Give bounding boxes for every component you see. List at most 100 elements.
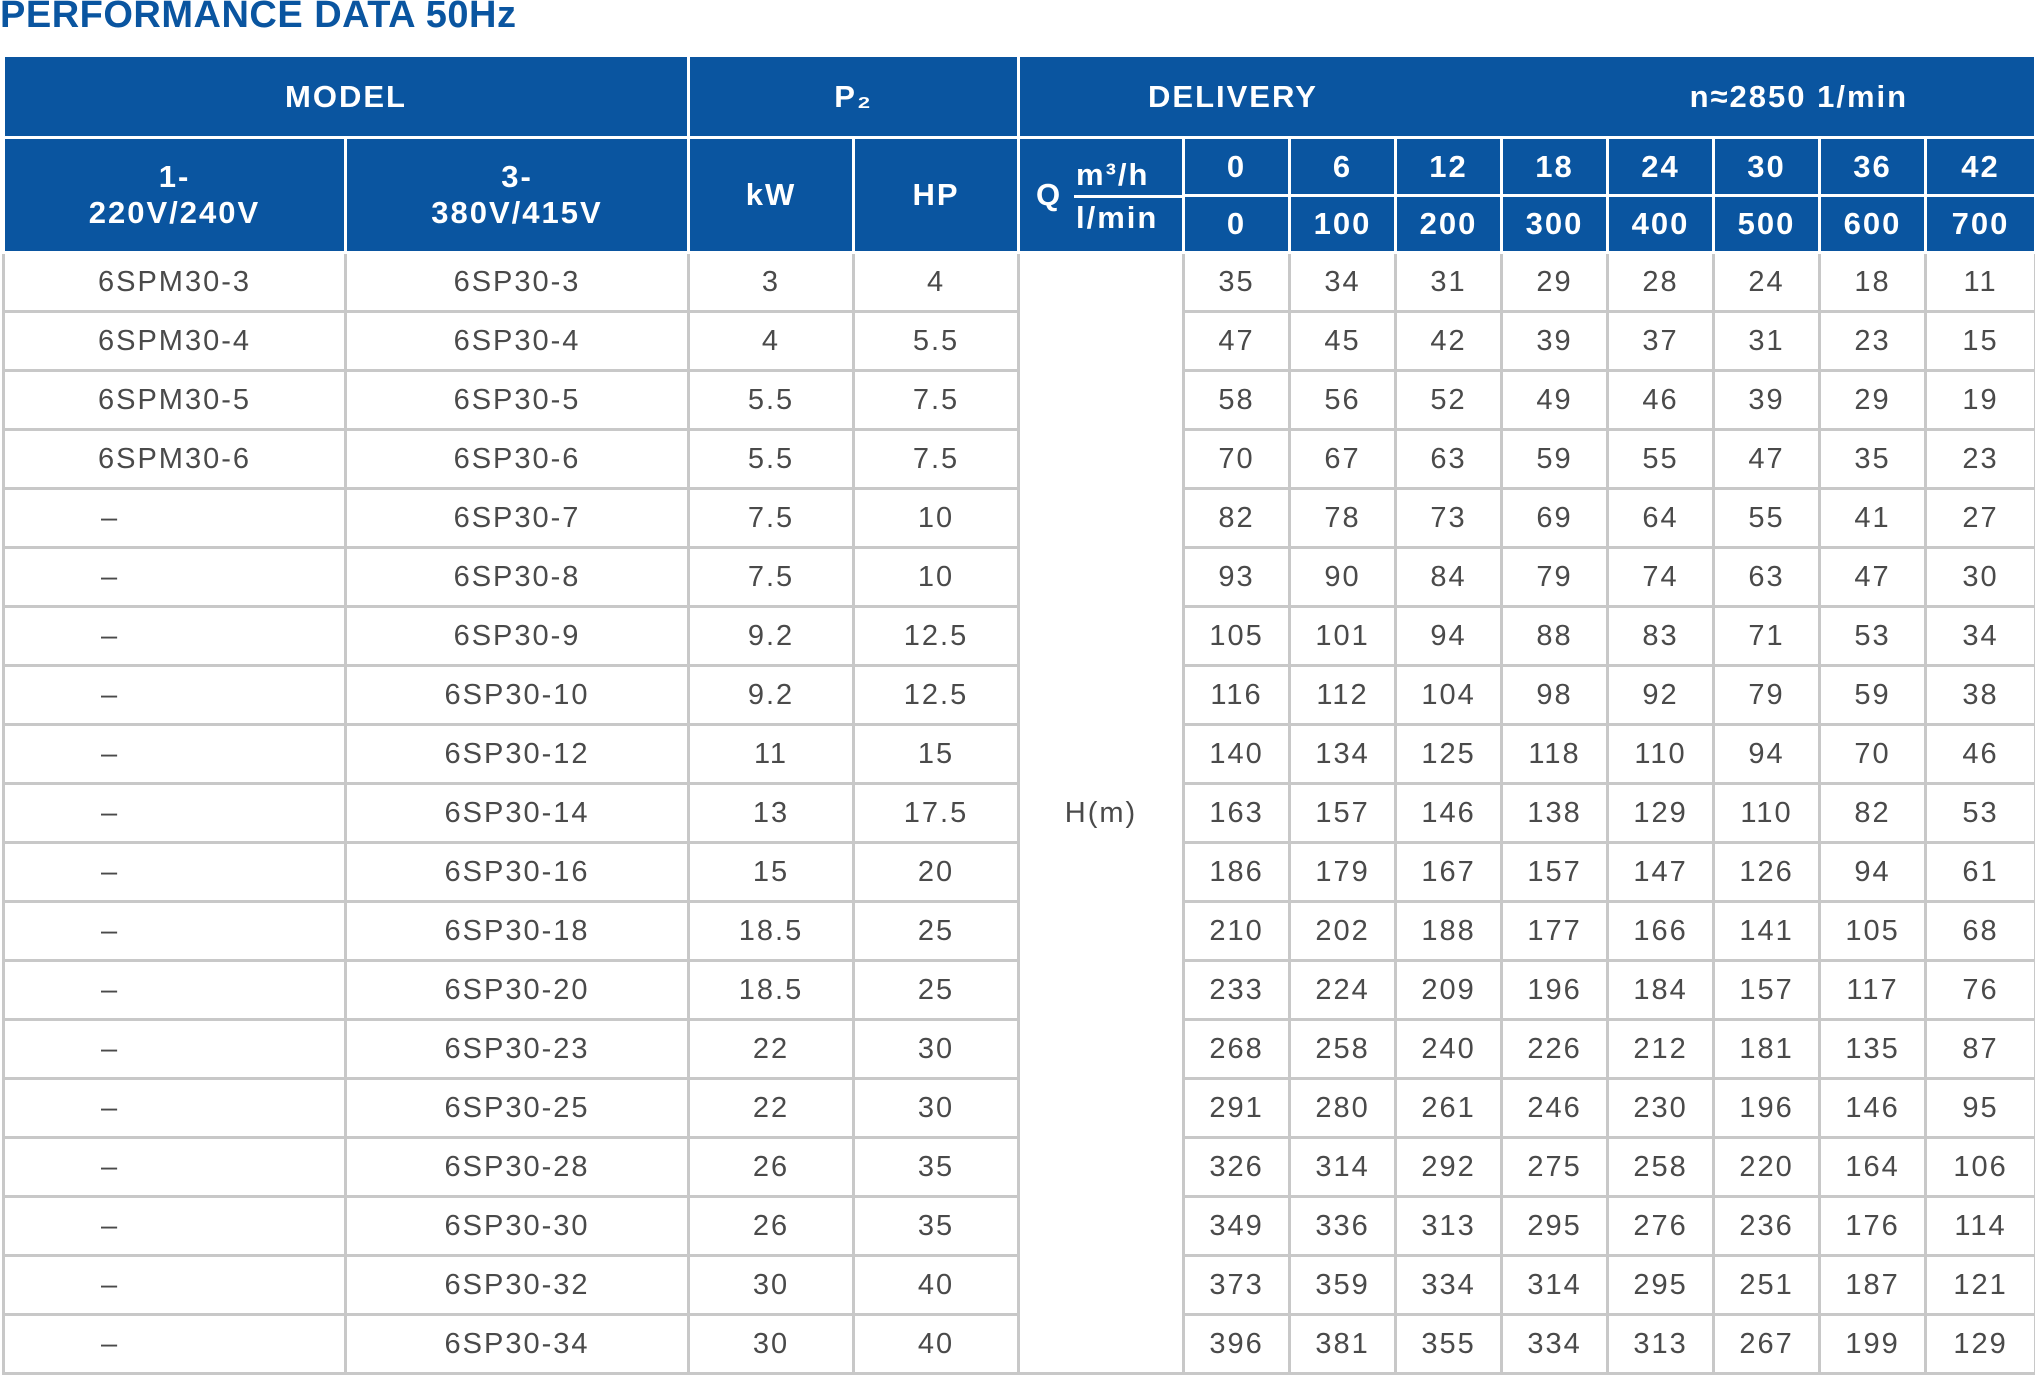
head-value: 28 xyxy=(1606,251,1716,313)
three-phase-model: 6SP30-9 xyxy=(344,605,690,667)
head-value: 76 xyxy=(1924,959,2035,1021)
head-value: 24 xyxy=(1712,251,1822,313)
power-hp: 30 xyxy=(851,1077,1021,1139)
power-kw: 30 xyxy=(687,1313,855,1375)
single-phase-model: – xyxy=(2,487,347,549)
flow-lmin: 0 xyxy=(1182,194,1292,254)
single-phase-model: – xyxy=(2,782,347,844)
head-value: 105 xyxy=(1818,900,1928,962)
head-value: 268 xyxy=(1182,1018,1292,1080)
head-value: 37 xyxy=(1606,310,1716,372)
power-kw: 26 xyxy=(687,1195,855,1257)
head-value: 112 xyxy=(1288,664,1398,726)
flow-m3h: 42 xyxy=(1924,136,2035,197)
head-value: 186 xyxy=(1182,841,1292,903)
power-hp: 25 xyxy=(851,900,1021,962)
three-phase-model: 6SP30-10 xyxy=(344,664,690,726)
head-value: 118 xyxy=(1500,723,1610,785)
power-kw: 22 xyxy=(687,1077,855,1139)
head-value: 336 xyxy=(1288,1195,1398,1257)
single-phase-model: – xyxy=(2,546,347,608)
head-value: 98 xyxy=(1500,664,1610,726)
head-value: 34 xyxy=(1288,251,1398,313)
power-kw: 5.5 xyxy=(687,428,855,490)
head-value: 314 xyxy=(1288,1136,1398,1198)
head-value: 355 xyxy=(1394,1313,1504,1375)
head-value: 105 xyxy=(1182,605,1292,667)
head-value: 94 xyxy=(1394,605,1504,667)
table-row: –6SP30-8 7.5 10 93 90 84 79 74 63 47 30 xyxy=(2,546,2035,608)
head-value: 181 xyxy=(1712,1018,1822,1080)
power-hp: 7.5 xyxy=(851,428,1021,490)
head-value: 31 xyxy=(1712,310,1822,372)
head-value: 349 xyxy=(1182,1195,1292,1257)
p2-header: P₂ xyxy=(686,54,1021,139)
head-value: 163 xyxy=(1182,782,1292,844)
three-phase-model: 6SP30-18 xyxy=(344,900,690,962)
table-row: 6SPM30-3 6SP30-3 3 4 H(m) 35 34 31 29 28 24 18 11 xyxy=(2,251,2035,1375)
head-value: 258 xyxy=(1288,1018,1398,1080)
head-value: 396 xyxy=(1182,1313,1292,1375)
head-value: 196 xyxy=(1500,959,1610,1021)
table-row: 6SPM30-5 6SP30-5 5.5 7.5 58 56 52 49 46 39 29 19 xyxy=(2,369,2035,431)
table-row: –6SP30-34 30 40 396 381 355 334 313 267 199 129 xyxy=(2,1313,2035,1375)
head-value: 35 xyxy=(1818,428,1928,490)
head-value: 224 xyxy=(1288,959,1398,1021)
table-row: –6SP30-14 13 17.5 163 157 146 138 129 110 82 53 xyxy=(2,782,2035,844)
single-phase-model: – xyxy=(2,1195,347,1257)
head-value: 47 xyxy=(1182,310,1292,372)
three-phase-model: 6SP30-20 xyxy=(344,959,690,1021)
single-phase-model: 6SPM30-6 xyxy=(2,428,347,490)
head-value: 110 xyxy=(1606,723,1716,785)
head-value: 31 xyxy=(1394,251,1504,313)
head-value: 157 xyxy=(1288,782,1398,844)
head-value: 63 xyxy=(1712,546,1822,608)
head-value: 138 xyxy=(1500,782,1610,844)
head-value: 87 xyxy=(1924,1018,2035,1080)
head-value: 134 xyxy=(1288,723,1398,785)
flow-lmin: 700 xyxy=(1924,194,2035,254)
power-kw: 18.5 xyxy=(687,900,855,962)
head-value: 29 xyxy=(1818,369,1928,431)
page-title: PERFORMANCE DATA 50Hz xyxy=(0,0,517,36)
head-value: 84 xyxy=(1394,546,1504,608)
head-value: 292 xyxy=(1394,1136,1504,1198)
three-phase-model: 6SP30-12 xyxy=(344,723,690,785)
head-value: 121 xyxy=(1924,1254,2035,1316)
head-value: 196 xyxy=(1712,1077,1822,1139)
head-value: 261 xyxy=(1394,1077,1504,1139)
power-kw: 4 xyxy=(687,310,855,372)
head-value: 280 xyxy=(1288,1077,1398,1139)
power-hp: 20 xyxy=(851,841,1021,903)
flow-lmin: 100 xyxy=(1288,194,1398,254)
flow-m3h: 24 xyxy=(1606,136,1716,197)
head-value: 236 xyxy=(1712,1195,1822,1257)
power-kw: 15 xyxy=(687,841,855,903)
single-phase-model: 6SPM30-5 xyxy=(2,369,347,431)
head-value: 88 xyxy=(1500,605,1610,667)
head-value: 52 xyxy=(1394,369,1504,431)
head-value: 49 xyxy=(1500,369,1610,431)
head-value: 53 xyxy=(1924,782,2035,844)
flow-lmin: 200 xyxy=(1394,194,1504,254)
head-value: 35 xyxy=(1182,251,1292,313)
power-kw: 7.5 xyxy=(687,487,855,549)
single-phase-model: – xyxy=(2,1254,347,1316)
head-value: 164 xyxy=(1818,1136,1928,1198)
power-kw: 13 xyxy=(687,782,855,844)
head-value: 146 xyxy=(1818,1077,1928,1139)
table-row: –6SP30-18 18.5 25 210 202 188 177 166 141 105 68 xyxy=(2,900,2035,962)
head-value: 246 xyxy=(1500,1077,1610,1139)
power-hp: 10 xyxy=(851,487,1021,549)
power-kw: 9.2 xyxy=(687,605,855,667)
power-hp: 5.5 xyxy=(851,310,1021,372)
head-value: 39 xyxy=(1500,310,1610,372)
single-phase-model: – xyxy=(2,841,347,903)
head-value: 19 xyxy=(1924,369,2035,431)
head-value: 220 xyxy=(1712,1136,1822,1198)
head-value: 230 xyxy=(1606,1077,1716,1139)
flow-m3h: 12 xyxy=(1394,136,1504,197)
three-phase-model: 6SP30-6 xyxy=(344,428,690,490)
flow-m3h: 6 xyxy=(1288,136,1398,197)
head-value: 34 xyxy=(1924,605,2035,667)
